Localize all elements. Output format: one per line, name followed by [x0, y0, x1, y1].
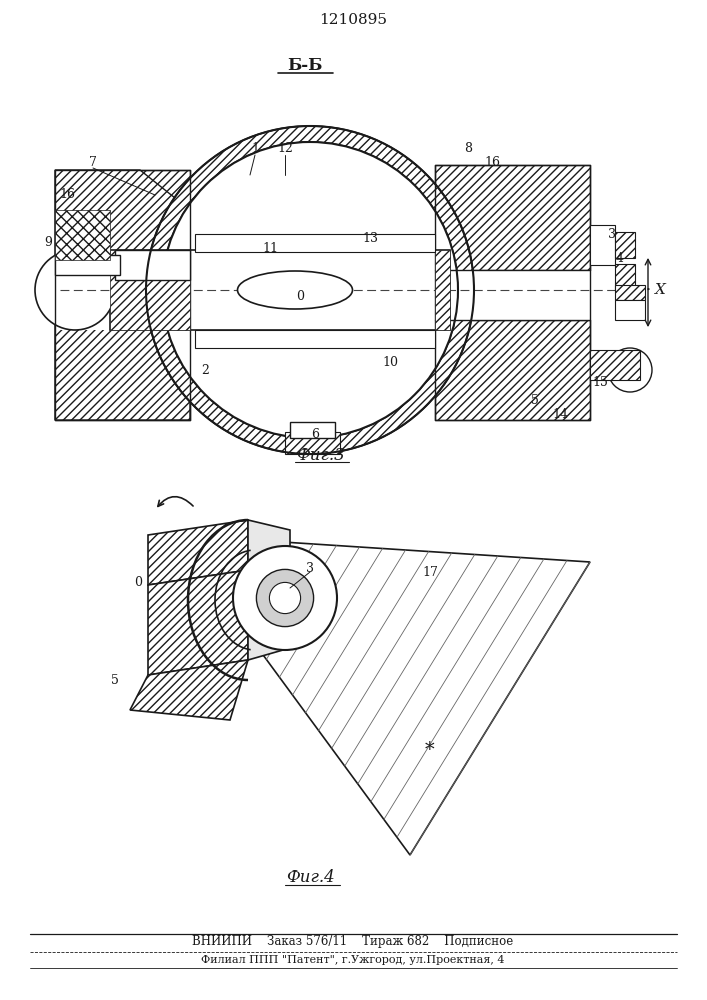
- Text: 5: 5: [531, 393, 539, 406]
- Circle shape: [608, 348, 652, 392]
- Bar: [55, 255, 120, 275]
- Text: 3: 3: [608, 229, 616, 241]
- Polygon shape: [148, 570, 248, 675]
- Polygon shape: [148, 520, 248, 585]
- Text: 0: 0: [134, 576, 142, 588]
- Text: 16: 16: [484, 155, 500, 168]
- Bar: [55, 210, 110, 260]
- Text: 1210895: 1210895: [319, 13, 387, 27]
- Bar: [55, 270, 190, 330]
- Ellipse shape: [238, 271, 353, 309]
- Text: Фиг.3: Фиг.3: [296, 446, 344, 464]
- Polygon shape: [55, 170, 190, 420]
- Polygon shape: [110, 250, 190, 330]
- Text: 10: 10: [382, 356, 398, 368]
- Polygon shape: [130, 660, 248, 720]
- Text: 11: 11: [262, 241, 278, 254]
- Wedge shape: [146, 126, 474, 454]
- Bar: [615, 232, 635, 258]
- Text: ВНИИПИ    Заказ 576/11    Тираж 682    Подписное: ВНИИПИ Заказ 576/11 Тираж 682 Подписное: [192, 936, 513, 948]
- Bar: [285, 432, 340, 454]
- Text: 16: 16: [59, 188, 75, 202]
- Polygon shape: [435, 320, 590, 420]
- Text: 14: 14: [552, 408, 568, 422]
- Bar: [590, 350, 640, 380]
- Text: 7: 7: [89, 155, 97, 168]
- Text: •: •: [645, 286, 650, 294]
- Text: 2: 2: [201, 363, 209, 376]
- Text: 15: 15: [592, 375, 608, 388]
- Bar: [195, 234, 435, 252]
- Polygon shape: [435, 250, 450, 330]
- Text: 17: 17: [422, 566, 438, 578]
- Bar: [115, 250, 190, 280]
- Bar: [195, 330, 435, 348]
- Bar: [590, 225, 615, 265]
- Text: Фиг.4: Фиг.4: [286, 869, 334, 886]
- Circle shape: [233, 546, 337, 650]
- Polygon shape: [248, 520, 290, 660]
- Text: 8: 8: [464, 141, 472, 154]
- Text: X: X: [655, 283, 665, 297]
- Polygon shape: [435, 165, 590, 270]
- Polygon shape: [175, 535, 590, 855]
- Text: 4: 4: [616, 251, 624, 264]
- Text: 9: 9: [44, 235, 52, 248]
- Text: 1: 1: [251, 141, 259, 154]
- Text: 13: 13: [362, 232, 378, 244]
- Text: 3: 3: [306, 562, 314, 574]
- Circle shape: [35, 250, 115, 330]
- Bar: [615, 285, 645, 300]
- Polygon shape: [55, 170, 190, 420]
- Text: 6: 6: [311, 428, 319, 442]
- Bar: [435, 270, 590, 320]
- Text: Б-Б: Б-Б: [287, 56, 322, 74]
- Text: *: *: [425, 741, 435, 759]
- Circle shape: [162, 142, 458, 438]
- Circle shape: [257, 569, 314, 627]
- Polygon shape: [110, 250, 450, 330]
- Text: 5: 5: [111, 674, 119, 686]
- Text: Филиал ППП "Патент", г.Ужгород, ул.Проектная, 4: Филиал ППП "Патент", г.Ужгород, ул.Проек…: [201, 955, 505, 965]
- Text: 12: 12: [277, 141, 293, 154]
- Bar: [615, 264, 635, 290]
- Text: 0: 0: [296, 290, 304, 304]
- Bar: [290, 422, 335, 438]
- Circle shape: [269, 582, 300, 614]
- Bar: [615, 300, 645, 320]
